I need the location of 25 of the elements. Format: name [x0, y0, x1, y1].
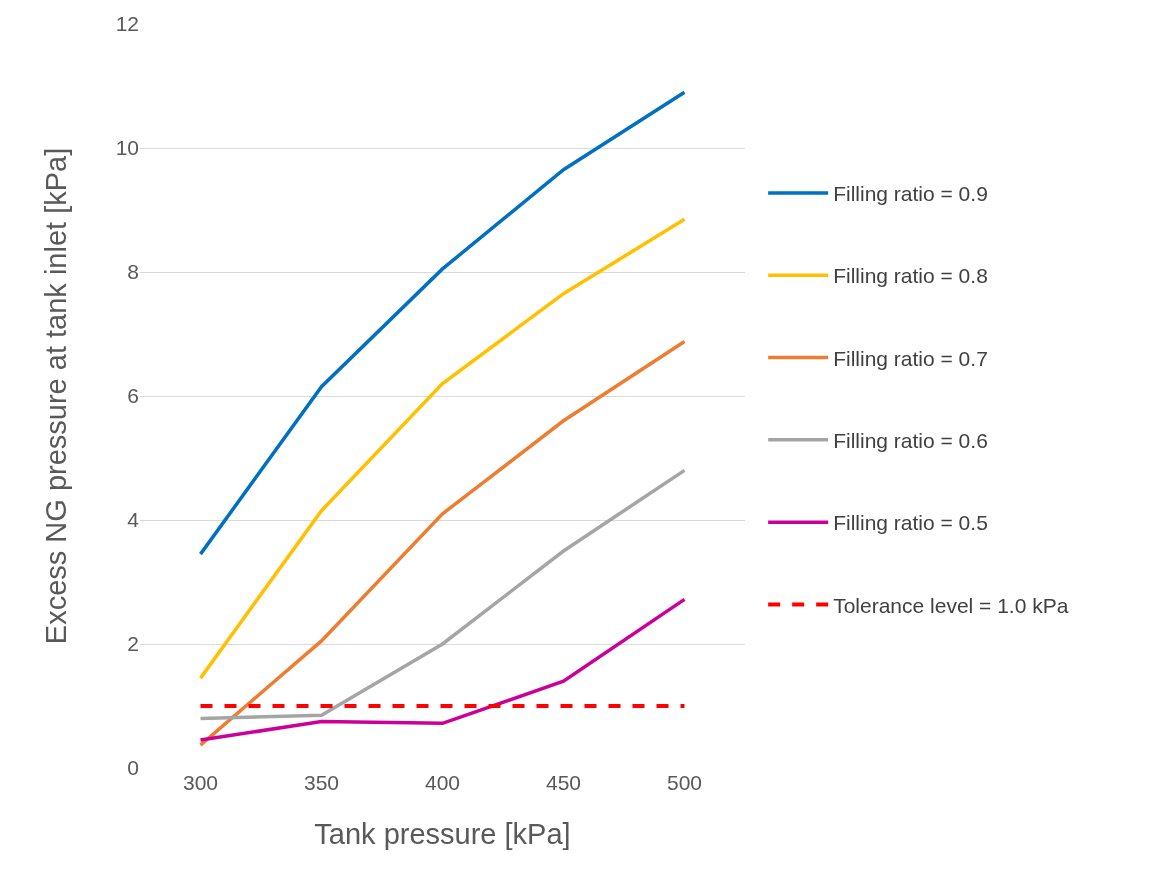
y-tick-label: 10 [115, 136, 139, 160]
x-tick-label: 450 [545, 771, 582, 794]
legend-label: Filling ratio = 0.5 [833, 511, 988, 535]
legend-label: Filling ratio = 0.8 [833, 264, 988, 288]
x-axis-title: Tank pressure [kPa] [314, 817, 571, 850]
legend-label: Filling ratio = 0.9 [833, 182, 988, 206]
line-series [198, 597, 687, 742]
x-tick-label: 500 [666, 771, 703, 794]
x-tick-label: 300 [182, 771, 219, 794]
legend-label: Filling ratio = 0.6 [833, 429, 988, 453]
y-axis-title: Excess NG pressure at tank inlet [kPa] [39, 147, 72, 645]
y-tick-label: 4 [127, 508, 140, 532]
y-tick-label: 6 [127, 384, 139, 408]
line-series [198, 468, 687, 721]
x-tick-label: 350 [303, 771, 340, 794]
x-tick-label: 400 [424, 771, 461, 794]
y-tick-label: 0 [127, 756, 139, 780]
legend-label: Tolerance level = 1.0 kPa [833, 593, 1069, 617]
line-series [198, 217, 687, 680]
y-tick-label: 8 [127, 260, 139, 284]
y-tick-label: 12 [115, 12, 139, 36]
line-series [198, 90, 687, 556]
y-tick-label: 2 [127, 632, 139, 656]
line-series [198, 339, 687, 747]
legend-label: Filling ratio = 0.7 [833, 346, 988, 370]
